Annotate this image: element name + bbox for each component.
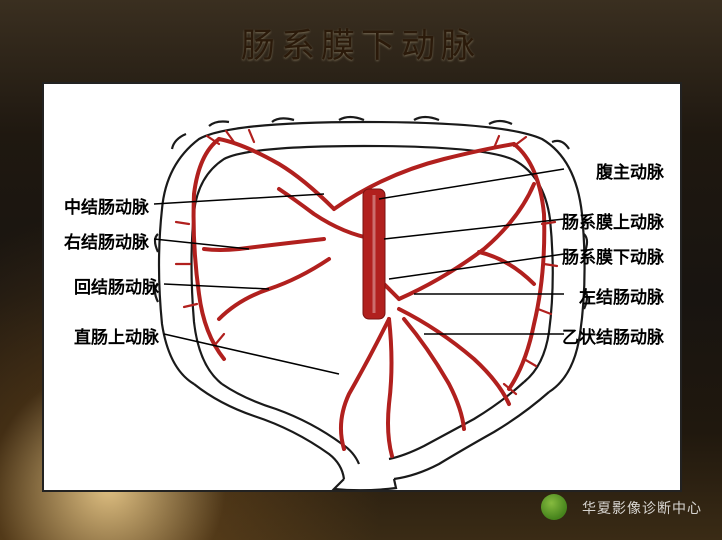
watermark-logo-icon bbox=[541, 494, 567, 520]
label-sma: 肠系膜上动脉 bbox=[562, 208, 664, 233]
label-ileocolic: 回结肠动脉 bbox=[74, 273, 159, 298]
slide-title: 肠系膜下动脉 bbox=[0, 0, 722, 67]
diagram-panel: 中结肠动脉右结肠动脉回结肠动脉直肠上动脉 腹主动脉肠系膜上动脉肠系膜下动脉左结肠动… bbox=[42, 82, 682, 492]
label-sigmoid: 乙状结肠动脉 bbox=[562, 323, 664, 348]
artery-ileocolic bbox=[219, 259, 329, 319]
label-abdominal-aorta: 腹主动脉 bbox=[596, 158, 664, 183]
label-middle-colic: 中结肠动脉 bbox=[64, 193, 149, 218]
label-right-colic: 右结肠动脉 bbox=[64, 228, 149, 253]
label-left-colic: 左结肠动脉 bbox=[579, 283, 664, 308]
artery-left-colic-br bbox=[479, 252, 534, 284]
artery-sigmoid-2 bbox=[404, 319, 464, 429]
artery-left-colic bbox=[399, 184, 534, 299]
label-ima: 肠系膜下动脉 bbox=[562, 243, 664, 268]
artery-right-colic bbox=[204, 239, 324, 250]
label-sup-rectal: 直肠上动脉 bbox=[74, 323, 159, 348]
watermark-text: 华夏影像诊断中心 bbox=[582, 498, 702, 518]
artery-sup-rectal-b bbox=[388, 319, 392, 456]
slide-background: 肠系膜下动脉 中结肠动脉右结肠动脉回结肠动脉直肠上动脉腹主动脉肠系膜上动脉肠系膜… bbox=[0, 0, 722, 540]
artery-sup-rectal bbox=[341, 319, 389, 449]
